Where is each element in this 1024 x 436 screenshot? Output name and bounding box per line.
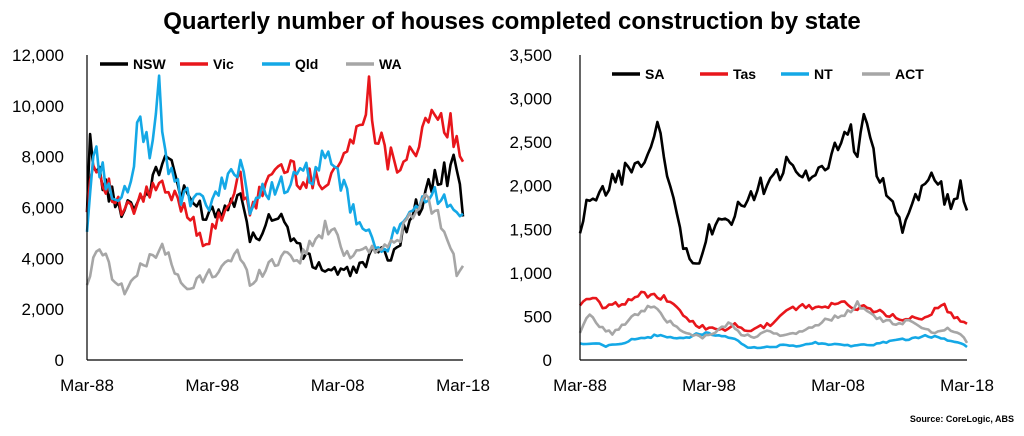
series-line-vic	[85, 75, 465, 248]
y-tick-label: 2,500	[509, 133, 552, 152]
y-tick-label: 3,000	[509, 90, 552, 109]
series-line-tas	[578, 290, 968, 333]
chart-title: Quarterly number of houses completed con…	[163, 8, 861, 35]
x-tick-label: Mar-18	[940, 376, 994, 395]
y-tick-label: 0	[55, 351, 64, 370]
x-tick-label: Mar-88	[60, 376, 114, 395]
y-tick-label: 8,000	[21, 148, 64, 167]
series-line-act	[578, 300, 969, 344]
y-tick-label: 10,000	[12, 97, 64, 116]
legend-label-nsw: NSW	[133, 56, 166, 72]
source-note: Source: CoreLogic, ABS	[909, 414, 1014, 424]
y-tick-label: 2,000	[509, 177, 552, 196]
y-tick-label: 1,500	[509, 220, 552, 239]
legend-label-tas: Tas	[733, 66, 756, 82]
y-tick-label: 12,000	[12, 46, 64, 65]
x-tick-label: Mar-18	[436, 376, 490, 395]
y-tick-label: 4,000	[21, 249, 64, 268]
y-tick-label: 1,000	[509, 264, 552, 283]
x-tick-label: Mar-98	[682, 376, 736, 395]
series-group	[578, 112, 969, 350]
x-tick-label: Mar-88	[553, 376, 607, 395]
y-tick-label: 0	[543, 351, 552, 370]
series-line-sa	[578, 112, 969, 265]
legend-label-qld: Qld	[295, 56, 318, 72]
legend-label-act: ACT	[895, 66, 924, 82]
legend-label-vic: Vic	[213, 56, 234, 72]
series-line-qld	[85, 74, 464, 253]
left-chart-panel: 0 2,000 4,000 6,000 8,000 10,000 12,000 Mar-88 M…	[12, 46, 490, 395]
series-group	[85, 74, 465, 296]
legend-label-sa: SA	[645, 66, 664, 82]
y-tick-label: 2,000	[21, 300, 64, 319]
series-line-wa	[85, 193, 465, 296]
x-tick-label: Mar-08	[311, 376, 365, 395]
y-tick-label: 6,000	[21, 199, 64, 218]
legend-label-nt: NT	[814, 66, 833, 82]
x-tick-label: Mar-98	[185, 376, 239, 395]
series-line-nt	[579, 331, 968, 350]
y-tick-label: 3,500	[509, 46, 552, 65]
legend-label-wa: WA	[379, 56, 402, 72]
right-chart-panel: 0 500 1,000 1,500 2,000 2,500 3,000 3,500 Mar-88…	[509, 46, 993, 395]
x-tick-label: Mar-08	[811, 376, 865, 395]
y-tick-label: 500	[524, 307, 552, 326]
